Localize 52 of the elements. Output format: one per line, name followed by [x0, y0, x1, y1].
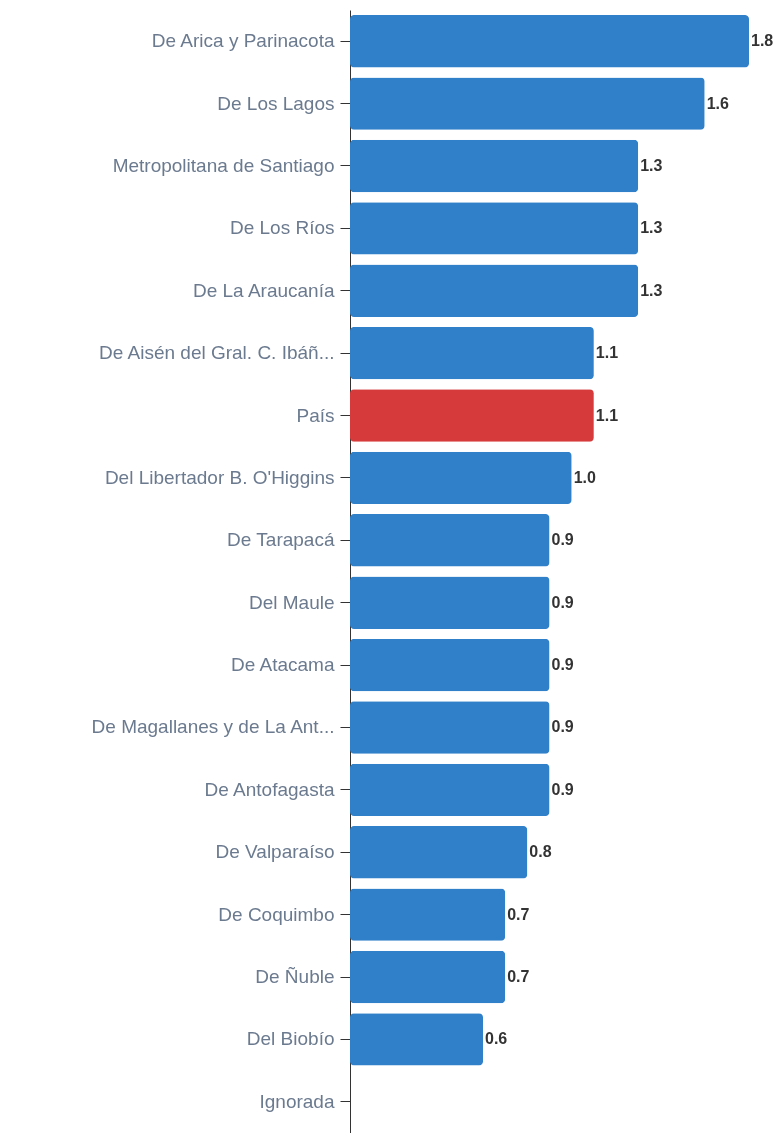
- data-label: 1.6: [706, 94, 730, 112]
- data-label: 0.9: [551, 656, 574, 674]
- y-tick-label: Del Biobío: [246, 1028, 335, 1050]
- y-tick-label: De Aisén del Gral. C. Ibáñ...: [98, 342, 335, 364]
- y-tick-label: De Antofagasta: [204, 778, 335, 800]
- data-label: 1.1: [595, 406, 619, 424]
- y-tick-label: De Coquimbo: [218, 903, 335, 925]
- bar: [350, 701, 550, 754]
- data-label: 0.9: [551, 531, 574, 549]
- data-label: 0.9: [551, 780, 574, 798]
- y-tick-label: Del Libertador B. O'Higgins: [104, 466, 335, 488]
- data-label: 1.3: [640, 219, 663, 237]
- y-tick-label: De Tarapacá: [227, 529, 335, 551]
- bar: [350, 389, 594, 442]
- bar: [350, 826, 528, 879]
- y-tick-label: De Los Ríos: [229, 217, 335, 239]
- y-tick-label: De Valparaíso: [215, 841, 335, 863]
- bar: [350, 139, 639, 193]
- bar: [350, 77, 705, 130]
- y-tick-label: Ignorada: [259, 1090, 335, 1112]
- y-tick-label: De Los Lagos: [217, 92, 335, 114]
- data-label: 0.7: [507, 905, 530, 923]
- bar: [350, 514, 550, 567]
- bar: [350, 576, 550, 629]
- y-tick-label: De La Araucanía: [192, 279, 335, 301]
- bar: [350, 264, 639, 317]
- data-label: 0.8: [529, 843, 552, 861]
- bar: [350, 451, 572, 505]
- bar: [350, 763, 550, 817]
- data-label: 1.0: [573, 468, 597, 486]
- data-label: 1.8: [751, 32, 774, 50]
- y-tick-label: De Atacama: [231, 654, 335, 676]
- data-label: 0.9: [551, 593, 574, 611]
- data-label: 1.3: [640, 156, 663, 174]
- bar: [350, 638, 550, 692]
- data-label: 1.3: [640, 281, 663, 299]
- bar: [350, 202, 639, 255]
- data-label: 0.6: [485, 1030, 508, 1048]
- bar: [350, 326, 594, 380]
- bar: [350, 14, 749, 68]
- y-tick-label: De Magallanes y de La Ant...: [91, 716, 335, 738]
- bar: [350, 950, 506, 1004]
- data-label: 1.1: [595, 344, 619, 362]
- bar: [350, 888, 506, 941]
- data-label: 0.7: [507, 968, 530, 986]
- y-tick-label: País: [296, 404, 335, 426]
- y-tick-label: De Ñuble: [255, 966, 335, 988]
- y-tick-label: De Arica y Parinacota: [151, 30, 335, 52]
- y-tick-label: Metropolitana de Santiago: [112, 154, 335, 176]
- bar: [350, 1013, 483, 1066]
- y-tick-label: Del Maule: [248, 591, 335, 613]
- data-label: 0.9: [551, 718, 574, 736]
